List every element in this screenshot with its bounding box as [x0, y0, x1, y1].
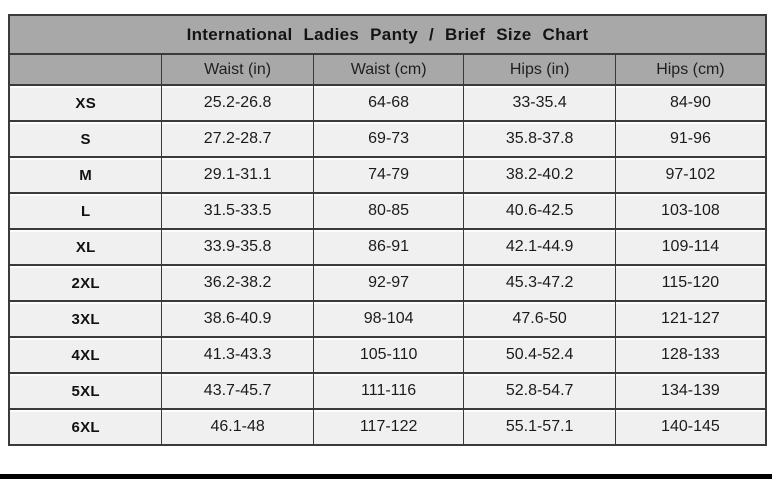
column-header-waist-cm: Waist (cm): [312, 53, 465, 86]
size-cell: 3XL: [8, 300, 163, 338]
size-table-body: XS 25.2-26.8 64-68 33-35.4 84-90 S 27.2-…: [8, 84, 767, 446]
table-row-xs: XS 25.2-26.8 64-68 33-35.4 84-90: [8, 84, 767, 122]
value-cell: 45.3-47.2: [463, 264, 616, 302]
value-cell: 92-97: [312, 264, 465, 302]
value-cell: 74-79: [312, 156, 465, 194]
table-row-m: M 29.1-31.1 74-79 38.2-40.2 97-102: [8, 156, 767, 194]
value-cell: 103-108: [614, 192, 767, 230]
value-cell: 35.8-37.8: [463, 120, 616, 158]
value-cell: 25.2-26.8: [161, 84, 314, 122]
table-row-xl: XL 33.9-35.8 86-91 42.1-44.9 109-114: [8, 228, 767, 266]
value-cell: 134-139: [614, 372, 767, 410]
value-cell: 46.1-48: [161, 408, 314, 446]
value-cell: 33-35.4: [463, 84, 616, 122]
size-cell: M: [8, 156, 163, 194]
value-cell: 52.8-54.7: [463, 372, 616, 410]
value-cell: 97-102: [614, 156, 767, 194]
size-cell: 6XL: [8, 408, 163, 446]
table-row-l: L 31.5-33.5 80-85 40.6-42.5 103-108: [8, 192, 767, 230]
value-cell: 69-73: [312, 120, 465, 158]
value-cell: 38.2-40.2: [463, 156, 616, 194]
size-cell: S: [8, 120, 163, 158]
size-cell: 4XL: [8, 336, 163, 374]
table-row-4xl: 4XL 41.3-43.3 105-110 50.4-52.4 128-133: [8, 336, 767, 374]
value-cell: 105-110: [312, 336, 465, 374]
value-cell: 115-120: [614, 264, 767, 302]
value-cell: 98-104: [312, 300, 465, 338]
column-header-waist-in: Waist (in): [161, 53, 314, 86]
column-header-hips-cm: Hips (cm): [614, 53, 767, 86]
bottom-black-bar: [0, 474, 772, 479]
value-cell: 84-90: [614, 84, 767, 122]
size-cell: XL: [8, 228, 163, 266]
value-cell: 55.1-57.1: [463, 408, 616, 446]
value-cell: 40.6-42.5: [463, 192, 616, 230]
value-cell: 128-133: [614, 336, 767, 374]
value-cell: 121-127: [614, 300, 767, 338]
table-row-s: S 27.2-28.7 69-73 35.8-37.8 91-96: [8, 120, 767, 158]
value-cell: 91-96: [614, 120, 767, 158]
size-cell: 2XL: [8, 264, 163, 302]
table-row-3xl: 3XL 38.6-40.9 98-104 47.6-50 121-127: [8, 300, 767, 338]
table-row-6xl: 6XL 46.1-48 117-122 55.1-57.1 140-145: [8, 408, 767, 446]
size-cell: L: [8, 192, 163, 230]
chart-title: International Ladies Panty / Brief Size …: [8, 14, 767, 55]
value-cell: 47.6-50: [463, 300, 616, 338]
column-header-size: [8, 53, 163, 86]
value-cell: 31.5-33.5: [161, 192, 314, 230]
size-cell: XS: [8, 84, 163, 122]
column-header-hips-in: Hips (in): [463, 53, 616, 86]
value-cell: 64-68: [312, 84, 465, 122]
value-cell: 33.9-35.8: [161, 228, 314, 266]
value-cell: 43.7-45.7: [161, 372, 314, 410]
value-cell: 29.1-31.1: [161, 156, 314, 194]
value-cell: 80-85: [312, 192, 465, 230]
table-row-2xl: 2XL 36.2-38.2 92-97 45.3-47.2 115-120: [8, 264, 767, 302]
value-cell: 38.6-40.9: [161, 300, 314, 338]
size-cell: 5XL: [8, 372, 163, 410]
value-cell: 109-114: [614, 228, 767, 266]
table-row-5xl: 5XL 43.7-45.7 111-116 52.8-54.7 134-139: [8, 372, 767, 410]
value-cell: 111-116: [312, 372, 465, 410]
value-cell: 27.2-28.7: [161, 120, 314, 158]
table-title-row: International Ladies Panty / Brief Size …: [8, 14, 767, 55]
table-header-row: Waist (in) Waist (cm) Hips (in) Hips (cm…: [8, 53, 767, 86]
value-cell: 86-91: [312, 228, 465, 266]
value-cell: 42.1-44.9: [463, 228, 616, 266]
value-cell: 140-145: [614, 408, 767, 446]
value-cell: 41.3-43.3: [161, 336, 314, 374]
size-table: International Ladies Panty / Brief Size …: [8, 14, 767, 446]
value-cell: 117-122: [312, 408, 465, 446]
value-cell: 50.4-52.4: [463, 336, 616, 374]
value-cell: 36.2-38.2: [161, 264, 314, 302]
